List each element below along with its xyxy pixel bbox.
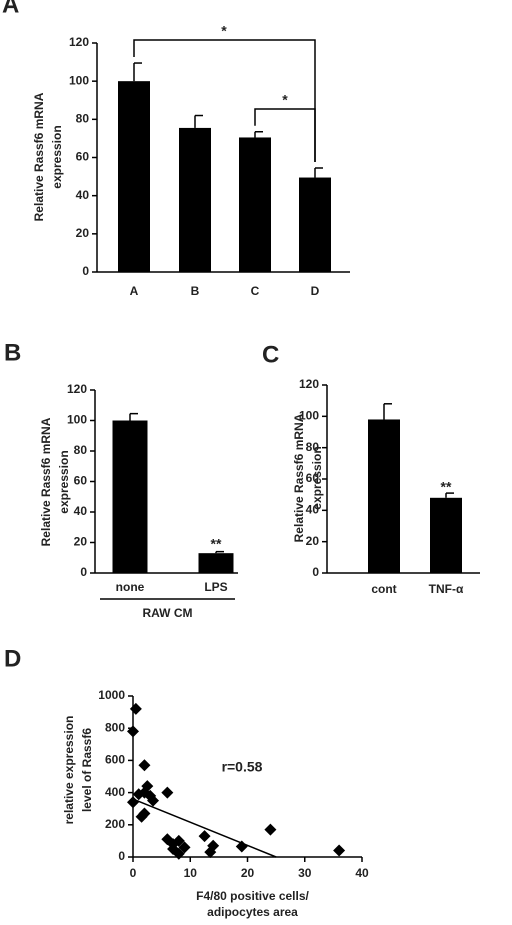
y-tick-label: 120 [299,377,319,391]
y-tick-label: 0 [312,565,319,579]
y-tick-label: 100 [67,413,87,427]
point [127,796,139,809]
y-tick-label: 20 [306,534,320,548]
x-tick-label: cont [371,582,396,596]
significance-bracket [133,39,316,162]
x-axis-label: adipocytes area [207,905,298,919]
point [129,702,142,715]
y-tick-label: 40 [76,188,90,202]
y-tick-label: 0 [80,565,87,579]
y-tick-label: 0 [82,264,89,278]
y-tick-label: 400 [105,785,125,799]
trend-line [132,798,277,858]
y-axis-label: expression [57,450,71,513]
x-tick-label: B [191,284,200,298]
y-tick-label: 100 [299,409,319,423]
y-axis-label: expression [310,446,324,509]
annotation: * [282,92,288,108]
group-label: RAW CM [143,606,193,620]
point [333,844,346,857]
y-tick-label: 20 [74,535,88,549]
annotation: ** [441,479,452,495]
x-tick-label: 10 [184,866,198,880]
y-tick-label: 100 [69,73,89,87]
y-tick-label: 60 [74,474,88,488]
x-tick-label: 30 [298,866,312,880]
x-tick-label: C [251,284,260,298]
y-tick-label: 40 [306,503,320,517]
x-axis-label: F4/80 positive cells/ [196,889,309,903]
bar [239,137,271,272]
x-tick-label: 20 [241,866,255,880]
bar [368,419,400,573]
x-tick-label: LPS [204,580,227,594]
x-tick-label: D [311,284,320,298]
point [172,847,185,860]
point [147,794,160,807]
bar [299,177,331,272]
x-tick-label: none [116,580,145,594]
point [264,823,277,836]
y-axis-label: expression [50,125,64,188]
bar [112,420,148,573]
bar [179,127,211,272]
y-axis-label: Relative Rassf6 mRNA [39,417,53,546]
point [127,725,139,738]
y-tick-label: 200 [105,817,125,831]
x-tick-label: 0 [130,866,137,880]
y-tick-label: 1000 [98,688,125,702]
panel-label: B [4,339,21,366]
bar [430,497,462,573]
point [141,780,154,793]
y-axis-label: relative expression [62,716,76,825]
point [138,807,151,820]
annotation: ** [211,536,222,552]
y-tick-label: 60 [306,471,320,485]
panel-label: D [4,645,21,672]
y-tick-label: 80 [74,443,88,457]
y-tick-label: 120 [67,382,87,396]
panel-label: A [2,0,19,18]
y-axis-label: level of Rassf6 [80,728,94,812]
point [172,834,185,847]
point [178,841,191,854]
panel-label: C [262,341,279,368]
y-tick-label: 80 [76,112,90,126]
y-tick-label: 0 [118,849,125,863]
point [198,830,211,843]
point [138,759,151,772]
y-tick-label: 60 [76,150,90,164]
point [161,786,174,799]
x-tick-label: 40 [355,866,369,880]
y-axis-label: Relative Rassf6 mRNA [292,413,306,542]
bar [198,553,234,573]
point [204,846,217,859]
y-tick-label: 20 [76,226,90,240]
bar [118,81,150,273]
annotation: * [221,23,227,39]
y-tick-label: 800 [105,720,125,734]
y-tick-label: 80 [306,440,320,454]
y-tick-label: 120 [69,35,89,49]
y-tick-label: 40 [74,504,88,518]
y-axis-label: Relative Rassf6 mRNA [32,92,46,221]
x-tick-label: A [130,284,139,298]
y-tick-label: 600 [105,753,125,767]
x-tick-label: TNF-α [429,582,464,596]
annotation: r=0.58 [222,759,263,775]
significance-bracket [254,108,316,162]
